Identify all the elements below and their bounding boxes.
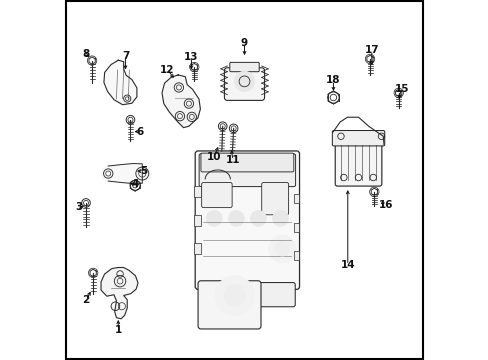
Circle shape — [206, 211, 222, 226]
Circle shape — [275, 242, 289, 256]
Circle shape — [224, 285, 245, 306]
Text: 17: 17 — [364, 45, 378, 55]
FancyBboxPatch shape — [199, 283, 295, 307]
FancyBboxPatch shape — [332, 131, 384, 146]
Circle shape — [234, 71, 254, 91]
FancyBboxPatch shape — [201, 153, 293, 172]
Text: 7: 7 — [122, 51, 129, 61]
FancyBboxPatch shape — [261, 183, 288, 215]
Polygon shape — [162, 75, 200, 128]
FancyBboxPatch shape — [195, 151, 299, 289]
Text: 14: 14 — [340, 260, 354, 270]
Polygon shape — [101, 267, 138, 319]
Text: 9: 9 — [241, 38, 247, 48]
Text: 15: 15 — [393, 84, 408, 94]
Text: 18: 18 — [325, 75, 340, 85]
Text: 5: 5 — [140, 166, 147, 176]
Bar — [194, 215, 201, 226]
Circle shape — [268, 235, 295, 262]
Circle shape — [250, 211, 266, 226]
Polygon shape — [108, 163, 142, 184]
Polygon shape — [104, 60, 137, 105]
FancyBboxPatch shape — [201, 183, 232, 208]
Text: 13: 13 — [184, 52, 198, 62]
Bar — [293, 223, 299, 231]
Text: 11: 11 — [225, 155, 240, 165]
Text: 3: 3 — [75, 202, 82, 212]
Bar — [194, 186, 201, 197]
Text: 4: 4 — [131, 179, 139, 189]
Text: 16: 16 — [378, 200, 393, 210]
Circle shape — [272, 211, 288, 226]
Text: 1: 1 — [114, 325, 122, 335]
Circle shape — [228, 211, 244, 226]
Bar — [293, 251, 299, 260]
Bar — [194, 243, 201, 254]
Bar — [293, 194, 299, 203]
FancyBboxPatch shape — [224, 68, 264, 100]
Ellipse shape — [133, 164, 151, 183]
Circle shape — [215, 276, 254, 315]
FancyBboxPatch shape — [199, 154, 295, 186]
Text: 10: 10 — [206, 152, 221, 162]
FancyBboxPatch shape — [198, 281, 261, 329]
Text: 2: 2 — [82, 295, 89, 305]
Text: 8: 8 — [82, 49, 89, 59]
FancyBboxPatch shape — [335, 139, 381, 186]
Text: 12: 12 — [160, 64, 174, 75]
Text: 6: 6 — [136, 127, 143, 136]
Ellipse shape — [101, 166, 115, 181]
FancyBboxPatch shape — [229, 62, 259, 72]
